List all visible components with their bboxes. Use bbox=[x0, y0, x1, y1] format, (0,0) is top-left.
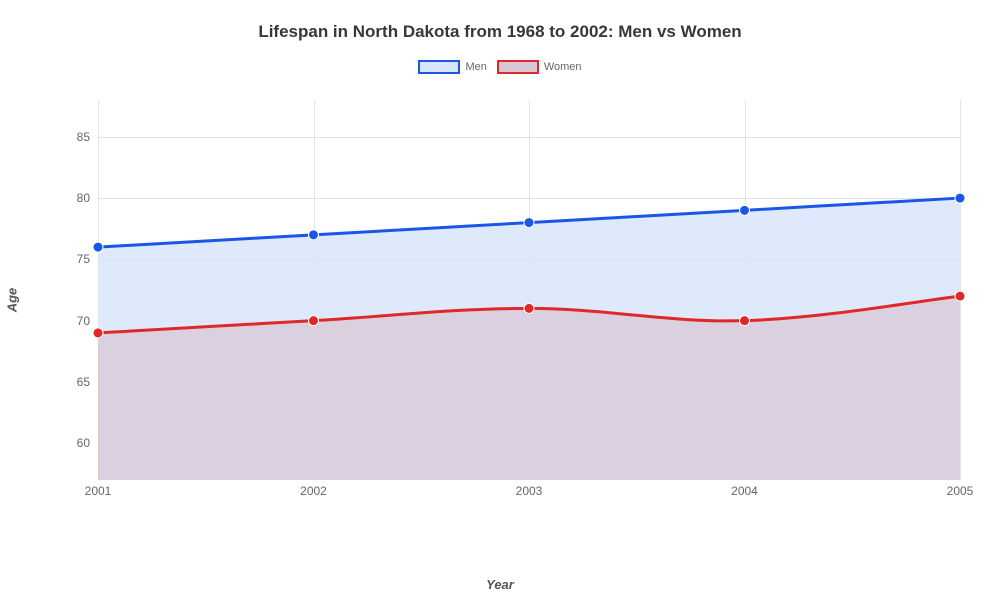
chart-title: Lifespan in North Dakota from 1968 to 20… bbox=[0, 0, 1000, 42]
x-tick-label: 2003 bbox=[516, 484, 543, 498]
data-point-men[interactable] bbox=[93, 242, 103, 252]
y-tick-label: 65 bbox=[60, 375, 90, 389]
grid-line-vertical bbox=[960, 100, 961, 480]
y-tick-label: 75 bbox=[60, 252, 90, 266]
legend-label-women: Women bbox=[544, 61, 582, 73]
legend-item-men[interactable]: Men bbox=[418, 60, 486, 74]
x-tick-label: 2002 bbox=[300, 484, 327, 498]
legend-label-men: Men bbox=[465, 61, 486, 73]
x-tick-label: 2005 bbox=[947, 484, 974, 498]
data-point-men[interactable] bbox=[309, 230, 319, 240]
y-tick-label: 70 bbox=[60, 314, 90, 328]
y-axis-label: Age bbox=[5, 288, 20, 313]
legend: Men Women bbox=[0, 60, 1000, 74]
y-tick-label: 80 bbox=[60, 191, 90, 205]
data-point-men[interactable] bbox=[740, 205, 750, 215]
y-tick-label: 60 bbox=[60, 436, 90, 450]
y-tick-label: 85 bbox=[60, 130, 90, 144]
chart-container: Lifespan in North Dakota from 1968 to 20… bbox=[0, 0, 1000, 600]
data-point-women[interactable] bbox=[524, 303, 534, 313]
chart-svg bbox=[98, 100, 960, 480]
data-point-men[interactable] bbox=[955, 193, 965, 203]
data-point-women[interactable] bbox=[740, 316, 750, 326]
data-point-women[interactable] bbox=[309, 316, 319, 326]
x-tick-label: 2004 bbox=[731, 484, 758, 498]
plot-area: 60657075808520012002200320042005 bbox=[60, 100, 960, 510]
legend-swatch-men bbox=[418, 60, 460, 74]
data-point-men[interactable] bbox=[524, 218, 534, 228]
data-point-women[interactable] bbox=[955, 291, 965, 301]
x-axis-label: Year bbox=[486, 577, 514, 592]
legend-swatch-women bbox=[497, 60, 539, 74]
data-point-women[interactable] bbox=[93, 328, 103, 338]
x-tick-label: 2001 bbox=[85, 484, 112, 498]
legend-item-women[interactable]: Women bbox=[497, 60, 582, 74]
